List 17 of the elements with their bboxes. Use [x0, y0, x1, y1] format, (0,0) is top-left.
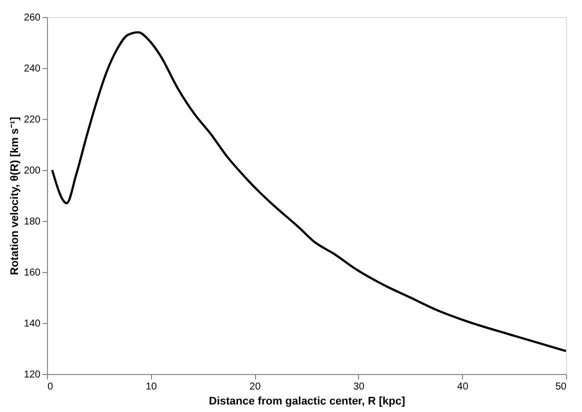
y-tick-label: 140	[24, 318, 41, 330]
y-tick-label: 160	[24, 268, 41, 278]
x-tick-label: 40	[457, 382, 469, 392]
y-tick-label: 260	[24, 12, 41, 24]
x-axis-title: Distance from galactic center, R [kpc]	[208, 396, 406, 408]
x-tick-label: 30	[353, 382, 365, 392]
x-tick-label: 0	[48, 382, 54, 392]
x-tick-label: 50	[555, 382, 567, 392]
x-tick-label: 10	[146, 382, 158, 392]
y-tick-label: 240	[24, 64, 41, 74]
y-axis-title: Rotation velocity, θ(R) [km s⁻¹]	[8, 116, 21, 276]
y-tick-label: 180	[24, 216, 41, 228]
line-series	[51, 31, 568, 352]
y-tick-label: 200	[24, 166, 41, 176]
x-tick-label: 20	[250, 382, 262, 392]
y-tick-label: 220	[24, 114, 41, 126]
y-tick-label: 120	[24, 370, 41, 380]
